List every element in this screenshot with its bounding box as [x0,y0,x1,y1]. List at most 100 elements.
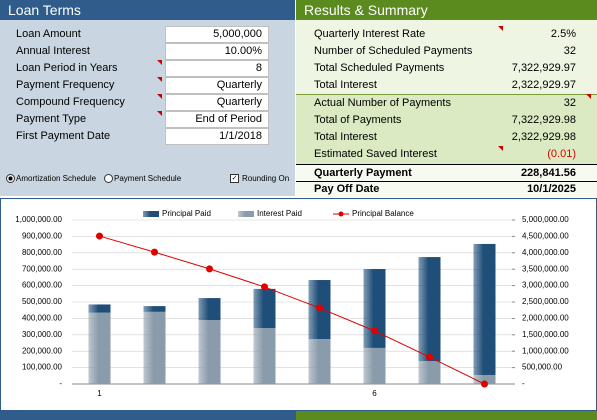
bottom-band [296,411,597,420]
bar-segment [198,298,221,321]
summary-label: Quarterly Payment [314,167,412,179]
y2-tick-label: 500,000.00 [522,363,563,372]
y-tick-label: 600,000.00 [22,281,63,290]
balance-point [261,283,268,291]
bar-segment [143,311,166,384]
result-label: Quarterly Interest Rate [314,28,426,40]
bar-segment [308,339,331,384]
field-label: Loan Amount [16,28,81,40]
y2-tick-label: - [522,379,525,388]
result-value: 32 [563,97,576,109]
y-tick-label: 800,000.00 [22,248,63,257]
y-tick-label: 1,000,000.00 [15,215,62,224]
legend-label: Interest Paid [257,209,302,218]
field-label: Payment Frequency [16,79,115,91]
result-value: 7,322,929.98 [511,114,576,126]
y2-tick-label: 2,500,000.00 [522,297,569,306]
note-marker [157,94,162,99]
bar-segment [363,269,386,348]
summary-section [296,164,597,197]
bar-segment [253,288,276,329]
result-label: Total Interest [314,79,377,91]
y2-tick-label: 2,000,000.00 [522,314,569,323]
summary-label: Pay Off Date [314,183,380,195]
y-tick-label: 900,000.00 [22,232,63,241]
summary-value: 10/1/2025 [527,183,576,195]
checkbox-label: Rounding On [242,174,290,183]
bar-segment [88,312,111,384]
balance-point [96,232,103,240]
legend-swatch [238,211,254,217]
loan-terms-header: Loan Terms [0,0,295,20]
y-tick-label: 700,000.00 [22,264,63,273]
bar-segment [88,304,111,313]
field-value: 8 [165,60,269,77]
bar-segment [198,320,221,384]
note-marker [498,26,503,31]
legend-label: Principal Balance [352,209,414,218]
balance-point [481,380,488,388]
bottom-band [0,411,296,420]
balance-point [371,327,378,335]
radio-option[interactable]: Amortization Schedule [6,173,96,185]
legend-swatch [338,211,344,217]
note-marker [498,146,503,151]
bar-segment [418,361,441,384]
field-value: 1/1/2018 [165,128,269,145]
bar-segment [473,243,496,375]
note-marker [586,94,591,99]
bar-segment [253,328,276,384]
field-value: 10.00% [165,43,269,60]
summary-divider [296,181,597,182]
y2-tick-label: 3,000,000.00 [522,281,569,290]
result-value: 2,322,929.98 [511,131,576,143]
summary-value: 228,841.56 [520,167,576,179]
result-label: Total Scheduled Payments [314,62,445,74]
balance-point [206,265,213,273]
field-label: Payment Type [16,113,87,125]
radio-label: Payment Schedule [114,174,182,183]
results-header: Results & Summary [296,0,597,20]
balance-point [426,353,433,361]
y-tick-label: - [59,379,62,388]
note-marker [157,60,162,65]
result-label: Total of Payments [314,114,402,126]
chart: - 100,000.00 200,000.00 300,000.00 400,000.0… [0,198,597,420]
result-label: Total Interest [314,131,377,143]
checkbox[interactable]: ✓ Rounding On [230,174,290,184]
balance-point [316,304,323,312]
result-value: 2,322,929.97 [511,79,576,91]
field-label: Compound Frequency [16,96,125,108]
bar-segment [418,257,441,362]
field-value: Quarterly [165,77,269,94]
field-value: Quarterly [165,94,269,111]
result-value: 32 [563,45,576,57]
result-value: (0.01) [547,148,576,160]
right-lower-section [296,94,597,165]
field-label: Annual Interest [16,45,90,57]
field-label: Loan Period in Years [16,62,118,74]
y2-tick-label: 1,500,000.00 [522,330,569,339]
x-tick-label: 6 [372,389,377,398]
result-value: 2.5% [550,28,576,40]
y-tick-label: 400,000.00 [22,314,63,323]
field-label: First Payment Date [16,130,111,142]
y-tick-label: 500,000.00 [22,297,63,306]
field-value: 5,000,000 [165,26,269,43]
result-label: Number of Scheduled Payments [314,45,473,57]
bar-segment [363,347,386,384]
result-value: 7,322,929.97 [511,62,576,74]
radio-option[interactable]: Payment Schedule [104,173,181,185]
y2-tick-label: 4,500,000.00 [522,232,569,241]
y2-tick-label: 3,500,000.00 [522,264,569,273]
balance-line [99,235,485,385]
bar-segment [473,374,496,384]
y2-tick-label: 1,000,000.00 [522,346,569,355]
y-tick-label: 300,000.00 [22,330,63,339]
y-tick-label: 200,000.00 [22,346,63,355]
bar-segment [143,306,166,312]
legend-swatch [143,211,159,217]
balance-point [151,248,158,256]
radio-label: Amortization Schedule [16,174,97,183]
y2-tick-label: 5,000,000.00 [522,215,569,224]
